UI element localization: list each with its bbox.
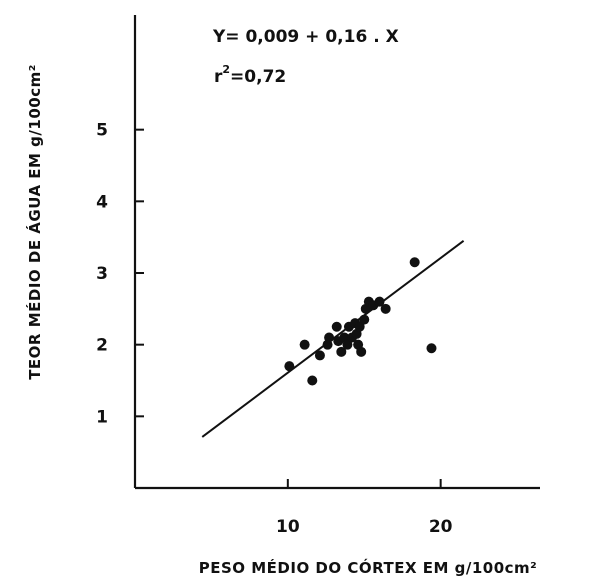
data-points [284,257,437,386]
data-point [342,339,353,350]
data-point [354,321,365,332]
r-squared-value: =0,72 [230,67,286,87]
data-point [356,346,367,357]
data-point [374,296,385,307]
data-point [426,343,437,354]
data-point [307,375,318,386]
data-point [409,257,420,268]
y-tick-label: 1 [96,407,108,427]
data-point [331,321,342,332]
data-point [324,332,335,343]
r-squared-label: r2=0,72 [214,63,286,87]
y-tick-label: 5 [96,121,108,141]
y-ticks: 1 2 3 4 5 [96,121,144,427]
y-tick-label: 2 [96,336,108,356]
data-point [314,350,325,361]
data-point [284,361,295,372]
r-squared-prefix: r [214,67,223,87]
data-point [299,339,310,350]
regression-equation: Y= 0,009 + 0,16 . X [212,27,399,47]
x-tick-label: 20 [429,517,453,537]
x-axis-title: PESO MÉDIO DO CÓRTEX EM g/100cm² [199,558,538,577]
y-axis-title: TEOR MÉDIO DE ÁGUA EM g/100cm² [25,64,44,380]
y-tick-label: 3 [96,264,108,284]
r-squared-exponent: 2 [222,63,230,76]
y-tick-label: 4 [96,192,108,212]
plot-area: 1 2 3 4 5 10 20 [96,15,540,537]
x-ticks: 10 20 [276,479,453,537]
data-point [359,314,370,325]
x-tick-label: 10 [276,517,300,537]
data-point [380,303,391,314]
data-point [336,346,347,357]
